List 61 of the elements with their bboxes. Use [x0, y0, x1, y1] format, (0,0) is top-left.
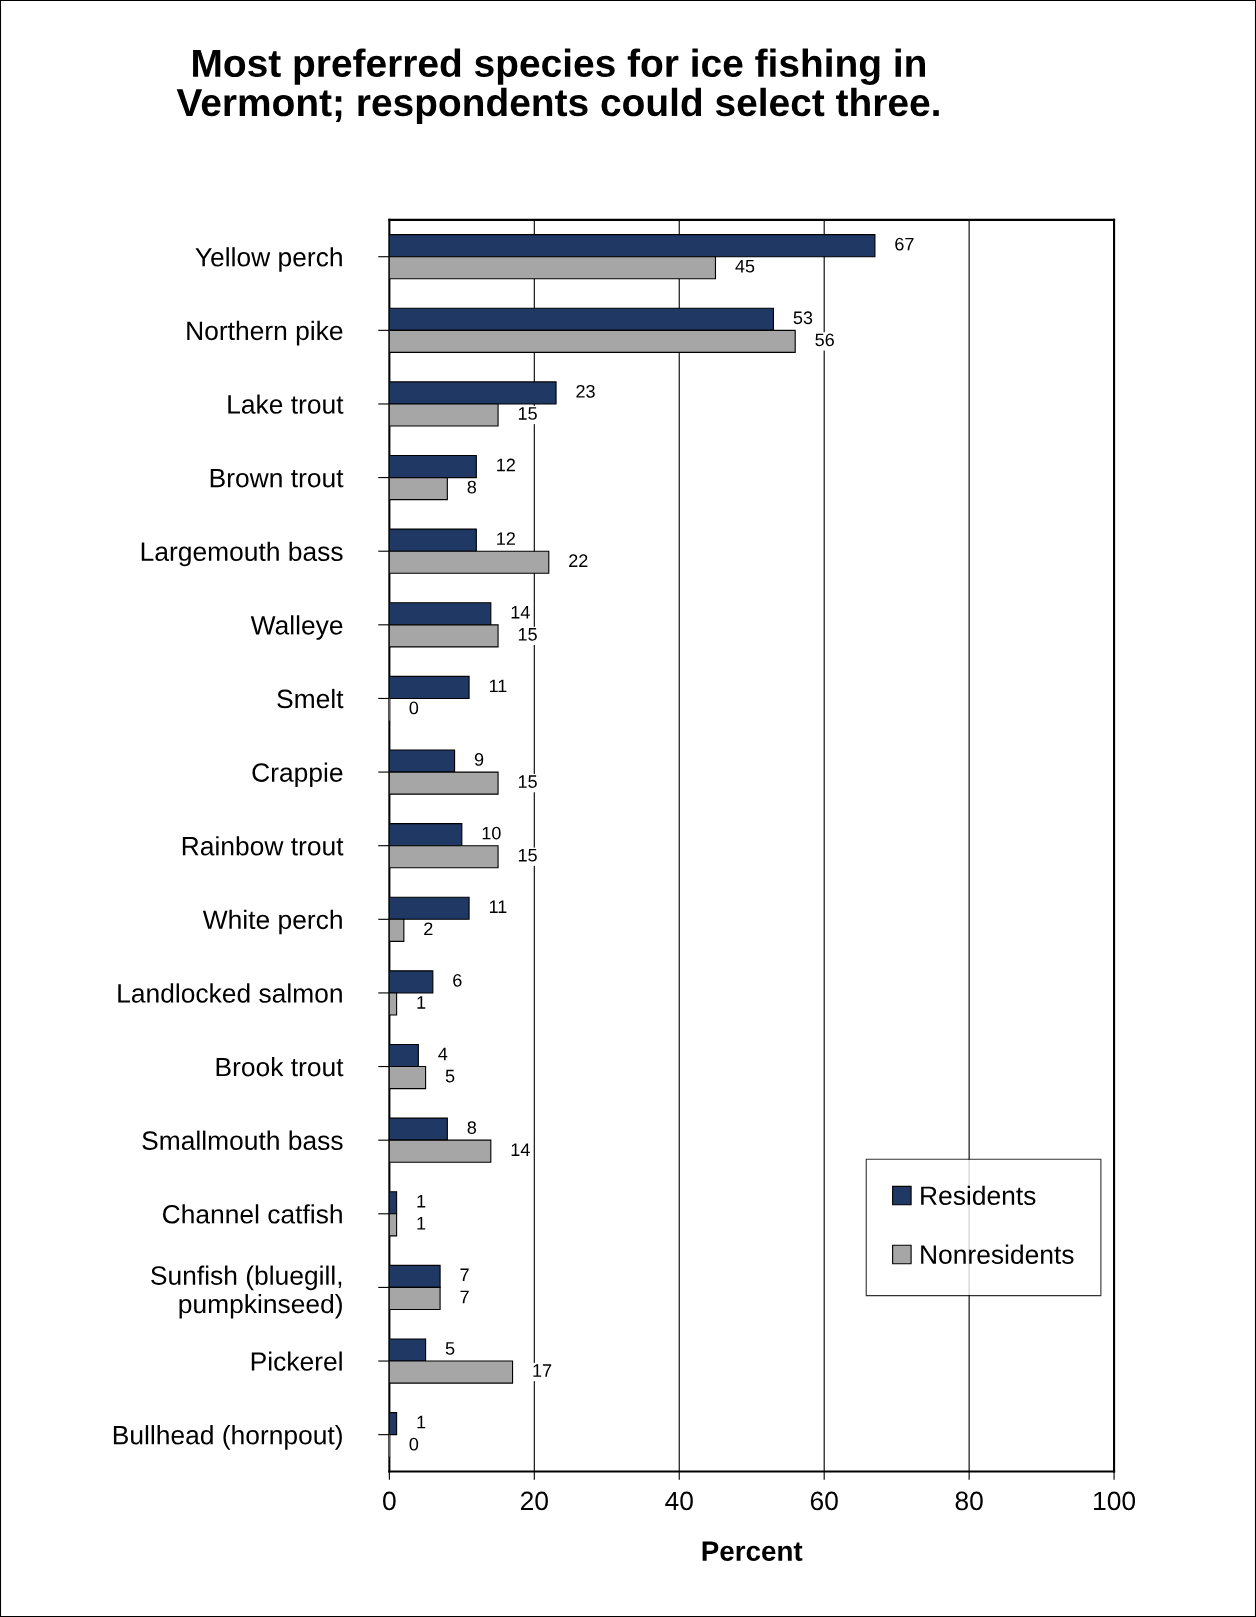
x-tick-label: 100: [1094, 1491, 1136, 1511]
data-label: 14: [511, 1143, 530, 1156]
y-tick-label: Landlocked salmon: [118, 983, 342, 1003]
data-label: 8: [467, 1121, 477, 1134]
x-tick-label: 60: [810, 1491, 838, 1511]
data-label: 15: [518, 848, 537, 862]
data-label: 5: [445, 1342, 455, 1355]
y-tick-label: Smelt: [277, 688, 344, 709]
data-label: 7: [460, 1268, 469, 1282]
y-tick-label: Northern pike: [187, 320, 343, 346]
data-label: 11: [489, 900, 507, 913]
y-tick-label: Largemouth bass: [141, 541, 343, 567]
data-label: 14: [511, 606, 530, 619]
data-label: 9: [474, 753, 484, 766]
y-tick-label: Crappie: [252, 762, 343, 788]
y-tick-label: Channel catfish: [162, 1204, 342, 1224]
data-label: 1: [417, 1415, 426, 1429]
data-label: 45: [735, 260, 755, 273]
data-label: 15: [518, 628, 537, 641]
x-axis-title: Percent: [702, 1541, 803, 1561]
x-tick-label: 80: [955, 1491, 983, 1511]
data-label: 2: [424, 922, 433, 936]
data-label: 12: [497, 458, 515, 472]
data-label: 56: [815, 333, 834, 347]
data-label: 67: [895, 237, 914, 251]
data-label: 0: [409, 1437, 419, 1451]
data-label: 12: [497, 532, 515, 545]
legend-label: Residents: [921, 1185, 1036, 1206]
x-tick-label: 40: [665, 1491, 693, 1511]
x-tick-label: 0: [383, 1491, 396, 1511]
data-label: 7: [460, 1290, 469, 1304]
data-label: 53: [793, 311, 813, 325]
data-label: 1: [417, 1195, 426, 1208]
y-tick-label: Pickerel: [251, 1351, 342, 1371]
y-tick-label: Yellow perch: [195, 247, 342, 272]
data-label: 11: [489, 679, 507, 693]
data-label: 5: [445, 1069, 455, 1083]
data-label: 15: [518, 775, 537, 788]
data-label: 6: [453, 973, 462, 987]
data-label: 15: [518, 407, 537, 420]
y-tick-label: Lake trout: [228, 394, 344, 414]
data-label: 1: [417, 1217, 426, 1230]
data-label: 17: [533, 1364, 552, 1377]
y-tick-label: Sunfish (bluegill, pumpkinseed): [151, 1265, 342, 1319]
legend-label: Nonresidents: [921, 1244, 1074, 1264]
data-label: 0: [409, 701, 419, 715]
x-tick-label: 20: [520, 1491, 548, 1511]
y-tick-label: Walleye: [250, 615, 343, 640]
y-tick-label: Brook trout: [216, 1056, 344, 1077]
data-label: 8: [467, 480, 477, 494]
y-tick-label: Rainbow trout: [182, 836, 344, 856]
data-label: 22: [569, 554, 588, 567]
data-label: 23: [576, 384, 595, 398]
data-label: 4: [438, 1047, 448, 1061]
y-tick-label: Brown trout: [210, 468, 344, 488]
y-tick-label: White perch: [202, 909, 342, 935]
data-label: 1: [417, 996, 426, 1009]
y-tick-label: Smallmouth bass: [142, 1130, 343, 1150]
y-tick-label: Bullhead (hornpout): [113, 1425, 342, 1450]
chart-title: Most preferred species for ice fishing in Vermont; respondents could select three.: [176, 48, 939, 124]
data-label: 10: [482, 826, 501, 840]
